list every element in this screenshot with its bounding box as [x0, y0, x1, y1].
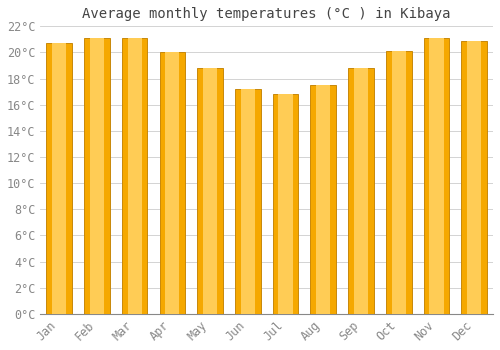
Bar — [84, 38, 110, 314]
Title: Average monthly temperatures (°C ) in Kibaya: Average monthly temperatures (°C ) in Ki… — [82, 7, 451, 21]
Bar — [430, 38, 444, 314]
Bar — [160, 52, 185, 314]
Bar — [278, 94, 292, 314]
Bar — [386, 51, 411, 314]
Bar — [462, 41, 487, 314]
Bar — [241, 89, 255, 314]
Bar — [203, 68, 217, 314]
Bar — [424, 38, 450, 314]
Bar — [348, 68, 374, 314]
Bar — [52, 43, 66, 314]
Bar — [90, 38, 104, 314]
Bar — [128, 38, 141, 314]
Bar — [392, 51, 406, 314]
Bar — [354, 68, 368, 314]
Bar — [310, 85, 336, 314]
Bar — [272, 94, 298, 314]
Bar — [46, 43, 72, 314]
Bar — [122, 38, 148, 314]
Bar — [316, 85, 330, 314]
Bar — [198, 68, 223, 314]
Bar — [467, 41, 481, 314]
Bar — [166, 52, 179, 314]
Bar — [235, 89, 260, 314]
